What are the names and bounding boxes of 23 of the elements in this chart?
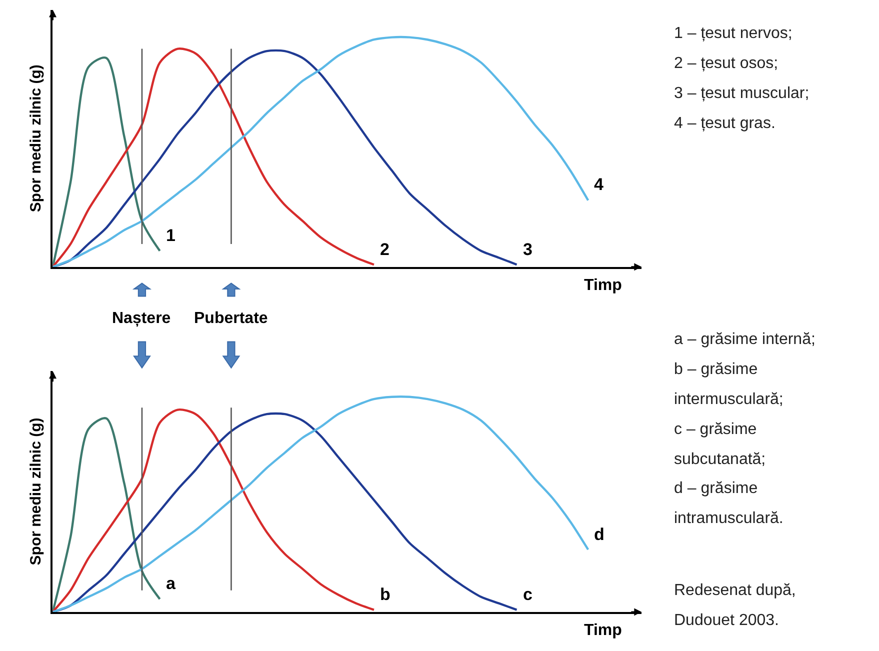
- x-axis-title: Timp: [584, 277, 622, 294]
- text: Redesenat după, Dudouet 2003.: [674, 582, 796, 629]
- series-label: 1: [166, 226, 176, 245]
- text: Naștere: [112, 310, 171, 327]
- series-label: 4: [594, 175, 604, 194]
- series-label: b: [380, 585, 390, 604]
- series-label: d: [594, 525, 604, 544]
- text: c – grăsime subcutanată;: [674, 421, 766, 468]
- series-label: 3: [523, 240, 532, 259]
- series-label: c: [523, 585, 532, 604]
- text: d – grăsime intramusculară.: [674, 480, 784, 527]
- series-label: 2: [380, 240, 390, 259]
- text: a – grăsime internă;: [674, 331, 816, 348]
- text: 3 – țesut muscular;: [674, 85, 810, 102]
- text: 1 – țesut nervos;: [674, 25, 792, 42]
- text: Pubertate: [194, 310, 268, 327]
- text: b – grăsime intermusculară;: [674, 361, 784, 408]
- y-axis-title: Spor mediu zilnic (g): [27, 64, 44, 212]
- y-axis-title: Spor mediu zilnic (g): [27, 418, 44, 566]
- text: 2 – țesut osos;: [674, 55, 778, 72]
- text: 4 – țesut gras.: [674, 115, 776, 132]
- x-axis-title: Timp: [584, 622, 622, 639]
- series-label: a: [166, 574, 176, 593]
